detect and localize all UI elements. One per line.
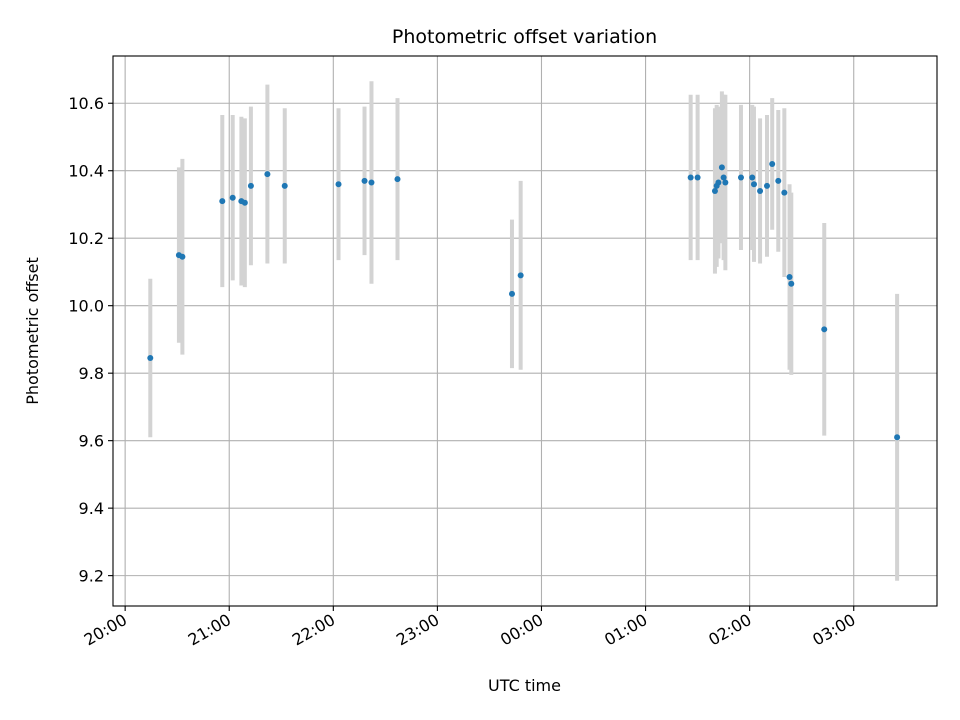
- data-point-layer: [147, 160, 901, 441]
- y-tick-label: 10.6: [68, 94, 104, 113]
- y-tick-label: 9.2: [79, 567, 104, 586]
- data-point: [711, 187, 718, 194]
- data-point: [750, 181, 757, 188]
- x-axis-ticks: 20:00 21:00 22:00 23:00 00:00 01:00 02:00 03:00: [81, 606, 859, 650]
- y-tick-label: 9.8: [79, 364, 104, 383]
- data-point: [264, 171, 271, 178]
- data-point: [786, 274, 793, 281]
- grid-layer: [113, 56, 937, 606]
- data-point: [775, 177, 782, 184]
- y-tick-label: 9.6: [79, 432, 104, 451]
- data-point: [247, 182, 254, 189]
- x-tick-label: 23:00: [393, 610, 442, 650]
- data-point: [749, 174, 756, 181]
- data-point: [781, 189, 788, 196]
- y-tick-label: 9.4: [79, 499, 104, 518]
- plot-frame: [112, 55, 938, 607]
- data-point: [241, 199, 248, 206]
- y-tick-label: 10.4: [68, 162, 104, 181]
- data-point: [368, 179, 375, 186]
- x-tick-label: 21:00: [185, 610, 234, 650]
- data-point: [229, 194, 236, 201]
- data-point: [281, 182, 288, 189]
- data-point: [694, 174, 701, 181]
- y-axis-ticks: 9.2 9.4 9.6 9.8 10.0 10.2 10.4 10.6: [68, 94, 113, 586]
- data-point: [763, 182, 770, 189]
- data-point: [687, 174, 694, 181]
- x-tick-label: 01:00: [601, 610, 650, 650]
- y-axis-label: Photometric offset: [23, 257, 42, 405]
- data-point: [718, 164, 725, 171]
- x-tick-label: 20:00: [81, 610, 130, 650]
- data-point: [788, 280, 795, 287]
- x-tick-label: 03:00: [809, 610, 858, 650]
- x-tick-label: 00:00: [497, 610, 546, 650]
- data-point: [769, 160, 776, 167]
- x-axis-label: UTC time: [488, 676, 561, 695]
- data-point: [517, 272, 524, 279]
- error-bar-layer: [148, 81, 900, 581]
- data-point: [147, 354, 154, 361]
- data-point: [722, 179, 729, 186]
- data-point: [361, 177, 368, 184]
- x-tick-label: 22:00: [289, 610, 338, 650]
- y-tick-label: 10.0: [68, 297, 104, 316]
- data-point: [821, 326, 828, 333]
- data-point: [179, 253, 186, 260]
- data-point: [394, 176, 401, 183]
- data-point: [715, 179, 722, 186]
- data-point: [894, 434, 901, 441]
- data-point: [720, 174, 727, 181]
- data-point: [757, 187, 764, 194]
- y-tick-label: 10.2: [68, 229, 104, 248]
- x-tick-label: 02:00: [705, 610, 754, 650]
- chart-title: Photometric offset variation: [392, 26, 657, 48]
- data-point: [219, 198, 226, 205]
- data-point: [335, 181, 342, 188]
- data-point: [737, 174, 744, 181]
- data-point: [508, 290, 515, 297]
